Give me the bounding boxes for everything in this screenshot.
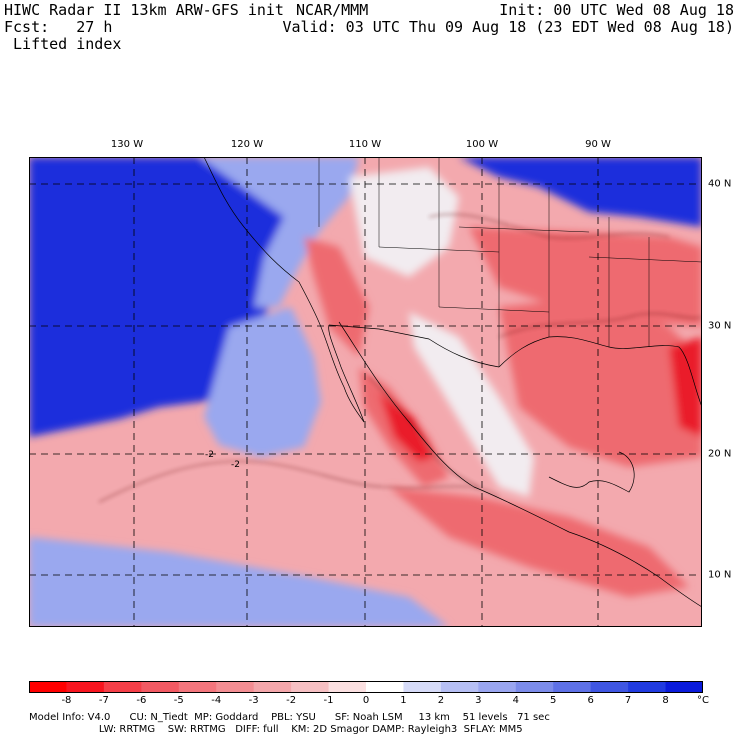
colorbar-tick-label: -8 [61,695,72,706]
contour-label-b: -2 [231,460,240,470]
stability-field [29,157,702,627]
yucatan [548,451,635,493]
colorbar-tick-label: 6 [587,695,594,706]
florida-strong-instability [669,337,702,437]
colorbar-swatch [440,681,479,693]
colorbar-swatch [141,681,180,693]
colorbar-swatch [216,681,255,693]
colorbar-swatch [178,681,217,693]
colorbar-swatch [366,681,404,693]
colorbar-swatch [103,681,142,693]
colorbar-swatch [553,681,592,693]
gulf-unstable [499,297,702,467]
init-time: Init: 00 UTC Wed 08 Aug 18 [499,1,734,19]
colorbar-tick-label: 8 [662,695,669,706]
state-borders [318,157,702,367]
colorbar-swatch [665,681,703,693]
colorbar-tick-label: 7 [624,695,632,706]
pacific-coast-unstable [389,487,689,597]
colorbar-tick-label: -2 [286,695,297,706]
coastlines-and-borders [203,157,702,608]
contour-minus2-gulf [498,313,702,338]
lon-label-100w: 100 W [465,139,499,150]
lon-label-130w: 130 W [110,139,144,150]
colorbar-swatch [590,681,629,693]
field-name: Lifted index [4,35,122,53]
colorbar-swatch [478,681,517,693]
colorbar-swatch [328,681,367,693]
contour-minus2-tropical [98,460,500,503]
organization: NCAR/MMM [296,1,369,19]
colorbar-swatch [29,681,67,693]
colorbar-tick-label: 4 [512,695,519,706]
colorbar-tick-label: -5 [173,695,184,706]
map-canvas: -2 -2 [29,157,702,627]
lifted-index-map: -2 -2 [29,157,702,627]
colorbar-tick-label: 1 [400,695,407,706]
valid-time: Valid: 03 UTC Thu 09 Aug 18 (23 EDT Wed … [282,18,734,36]
baja-swirl-stable [204,307,321,457]
header-right: Init: 00 UTC Wed 08 Aug 18 Valid: 03 UTC… [282,2,734,36]
mexico-west-coast [338,321,702,608]
model-title: HIWC Radar II 13km ARW-GFS init [4,1,284,19]
header-center: NCAR/MMM [296,2,368,19]
great-basin-neutral [349,167,459,277]
colorbar-tick-label: -3 [248,695,259,706]
colorbar-tick-label: -7 [98,695,109,706]
lat-label-30n: 30 N [708,320,732,332]
colorbar-tick-label: -4 [211,695,222,706]
header-left: HIWC Radar II 13km ARW-GFS init Fcst: 27… [4,2,284,53]
colorbar-swatch [66,681,105,693]
colorbar-tick-label: 0 [362,695,370,706]
mexican-plateau-neutral [409,312,534,497]
model-info-line1: Model Info: V4.0 CU: N_Tiedt MP: Goddard… [29,712,550,723]
graticule [29,157,702,627]
colorbar-swatch [403,681,442,693]
colorbar-tick-label: -1 [323,695,334,706]
gulf-coast [498,336,702,408]
colorbar-swatch [628,681,667,693]
baja-peninsula [320,324,365,423]
contour-label-a: -2 [205,450,214,460]
colorbar-frame [29,681,703,693]
lat-label-40n: 40 N [708,178,732,190]
map-frame [29,157,702,627]
lon-label-110w: 110 W [348,139,382,150]
colorbar-swatch [515,681,554,693]
lat-label-10n: 10 N [708,569,732,581]
nw-mexico-strong-instability [379,392,434,462]
colorbar-tick-label: 5 [550,695,557,706]
us-west-coast [203,157,322,328]
colorbar-tick-label: 3 [475,695,482,706]
colorbar-swatch [253,681,292,693]
model-info-line2: LW: RRTMG SW: RRTMG DIFF: full KM: 2D Sm… [29,724,523,735]
ocean-stable-region [29,157,319,437]
lon-label-120w: 120 W [230,139,264,150]
colorbar-unit: °C [697,695,709,706]
lon-label-90w: 90 W [585,139,611,150]
forecast-hour: Fcst: 27 h [4,18,113,36]
colorbar-swatch [291,681,330,693]
us-mexico-border [328,324,500,368]
northern-plains-stable [459,157,702,227]
colorbar [29,681,703,693]
lat-label-20n: 20 N [708,448,732,460]
colorbar-tick-label: -6 [136,695,147,706]
colorbar-tick-label: 2 [437,695,445,706]
south-plains-unstable [469,227,702,327]
